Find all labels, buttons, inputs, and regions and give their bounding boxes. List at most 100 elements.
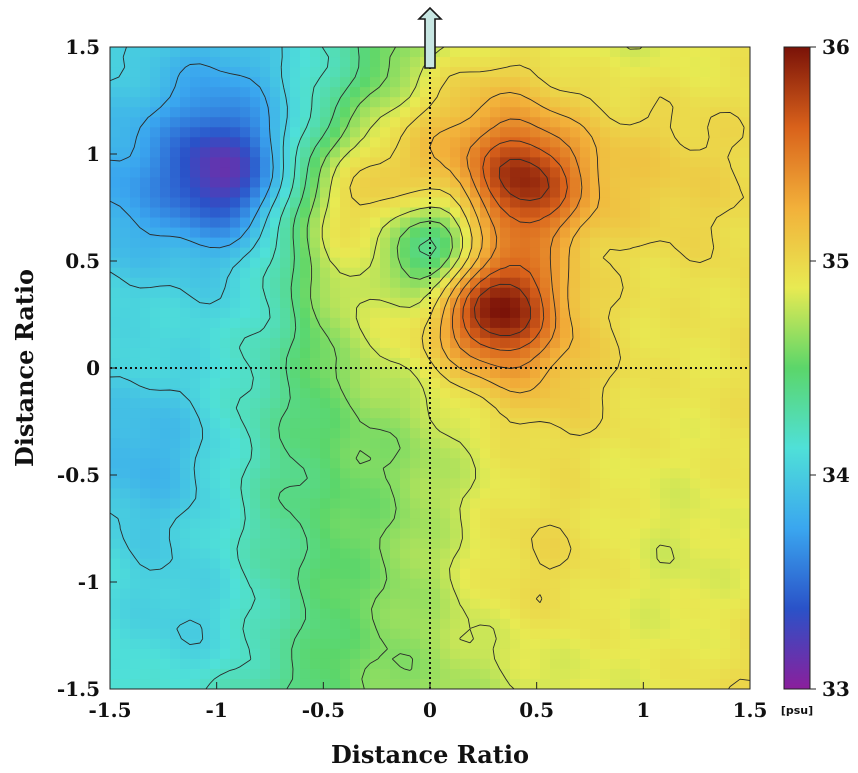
heatmap-cell: [480, 608, 491, 620]
heatmap-cell: [580, 197, 591, 209]
heatmap-cell: [510, 117, 521, 128]
heatmap-cell: [340, 408, 351, 419]
heatmap-cell: [740, 287, 750, 299]
heatmap-cell: [560, 498, 571, 510]
heatmap-cell: [720, 568, 731, 580]
heatmap-cell: [380, 357, 391, 369]
heatmap-cell: [330, 237, 341, 249]
heatmap-cell: [460, 538, 471, 550]
heatmap-cell: [250, 87, 261, 98]
heatmap-cell: [220, 458, 231, 469]
heatmap-cell: [250, 638, 261, 650]
heatmap-cell: [180, 388, 191, 399]
heatmap-cell: [330, 187, 341, 199]
heatmap-cell: [280, 618, 291, 630]
heatmap-cell: [420, 558, 431, 570]
heatmap-cell: [530, 317, 541, 329]
heatmap-cell: [140, 678, 151, 689]
heatmap-cell: [640, 628, 651, 640]
heatmap-cell: [200, 528, 211, 540]
heatmap-cell: [590, 317, 601, 329]
heatmap-cell: [270, 398, 281, 409]
heatmap-cell: [300, 117, 311, 128]
heatmap-cell: [180, 277, 191, 289]
heatmap-cell: [500, 187, 511, 199]
heatmap-cell: [660, 257, 671, 269]
heatmap-cell: [140, 618, 151, 630]
heatmap-cell: [730, 648, 741, 660]
heatmap-cell: [310, 107, 321, 118]
heatmap-cell: [400, 578, 411, 590]
heatmap-cell: [200, 598, 211, 610]
heatmap-cell: [290, 57, 301, 68]
heatmap-cell: [180, 598, 191, 610]
heatmap-cell: [390, 658, 401, 670]
heatmap-cell: [200, 518, 211, 530]
heatmap-cell: [540, 297, 551, 309]
heatmap-cell: [320, 478, 331, 489]
heatmap-cell: [730, 528, 741, 540]
heatmap-cell: [320, 157, 331, 168]
heatmap-cell: [700, 518, 711, 530]
heatmap-cell: [200, 207, 211, 219]
heatmap-cell: [290, 528, 301, 540]
heatmap-cell: [410, 157, 421, 168]
heatmap-cell: [160, 548, 171, 560]
heatmap-cell: [740, 197, 750, 209]
heatmap-cell: [550, 297, 561, 309]
heatmap-cell: [670, 518, 681, 530]
heatmap-cell: [140, 197, 151, 209]
heatmap-cell: [600, 658, 611, 670]
heatmap-cell: [380, 478, 391, 489]
heatmap-cell: [360, 217, 371, 229]
heatmap-cell: [140, 147, 151, 158]
heatmap-cell: [710, 257, 721, 269]
heatmap-cell: [660, 287, 671, 299]
heatmap-cell: [340, 638, 351, 650]
heatmap-cell: [400, 418, 411, 429]
heatmap-cell: [650, 438, 661, 449]
heatmap-cell: [260, 147, 271, 158]
heatmap-cell: [380, 147, 391, 158]
heatmap-cell: [400, 337, 411, 349]
heatmap-cell: [120, 518, 131, 530]
heatmap-cell: [440, 307, 451, 319]
heatmap-cell: [120, 538, 131, 550]
heatmap-cell: [300, 267, 311, 279]
heatmap-cell: [630, 638, 641, 650]
heatmap-cell: [190, 357, 201, 369]
heatmap-cell: [640, 147, 651, 158]
heatmap-cell: [680, 528, 691, 540]
heatmap-cell: [690, 247, 701, 259]
heatmap-cell: [630, 297, 641, 309]
heatmap-cell: [720, 528, 731, 540]
heatmap-cell: [260, 47, 271, 58]
heatmap-cell: [300, 408, 311, 419]
heatmap-cell: [410, 488, 421, 500]
heatmap-cell: [370, 608, 381, 620]
heatmap-cell: [190, 448, 201, 459]
heatmap-cell: [330, 508, 341, 520]
heatmap-cell: [470, 448, 481, 459]
heatmap-cell: [640, 177, 651, 189]
heatmap-cell: [670, 87, 681, 98]
heatmap-cell: [120, 347, 131, 359]
heatmap-cell: [510, 147, 521, 158]
heatmap-cell: [510, 77, 521, 88]
heatmap-cell: [240, 237, 251, 249]
heatmap-cell: [660, 307, 671, 319]
heatmap-cell: [420, 608, 431, 620]
heatmap-cell: [430, 518, 441, 530]
heatmap-cell: [300, 448, 311, 459]
heatmap-cell: [740, 297, 750, 309]
heatmap-cell: [660, 57, 671, 68]
heatmap-cell: [740, 77, 750, 88]
heatmap-cell: [150, 297, 161, 309]
heatmap-cell: [740, 428, 750, 439]
heatmap-cell: [500, 257, 511, 269]
heatmap-cell: [170, 678, 181, 689]
heatmap-cell: [220, 47, 231, 58]
heatmap-cell: [680, 538, 691, 550]
heatmap-cell: [640, 538, 651, 550]
heatmap-cell: [190, 458, 201, 469]
